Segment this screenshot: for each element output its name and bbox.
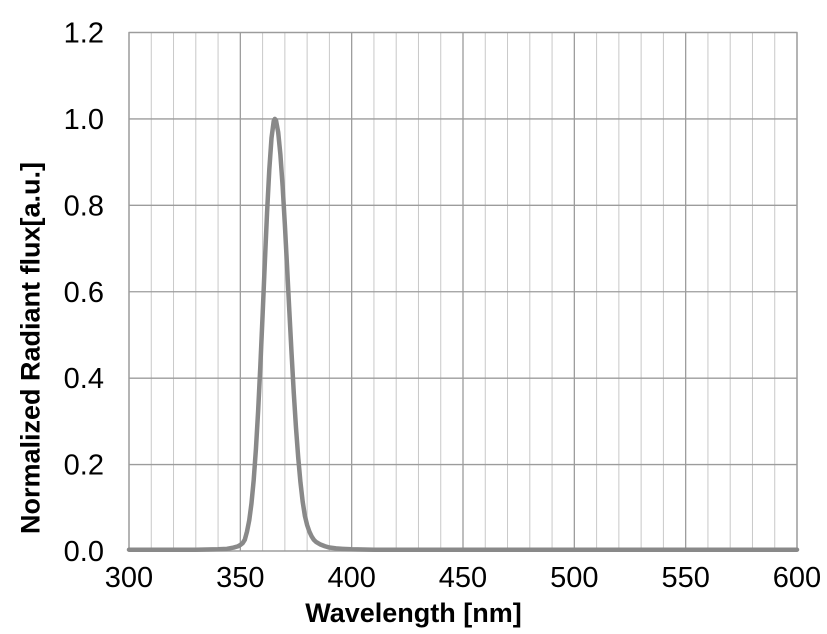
- tick-label: 1.0: [64, 104, 104, 136]
- tick-label: 0.8: [64, 190, 104, 222]
- tick-label: 400: [327, 562, 375, 594]
- tick-label: 300: [105, 562, 153, 594]
- tick-label: 500: [550, 562, 598, 594]
- tick-label: 550: [661, 562, 709, 594]
- y-tick-labels: 0.0 0.2 0.4 0.6 0.8 1.0 1.2: [64, 18, 104, 569]
- tick-label: 0.6: [64, 277, 104, 309]
- series-line: [126, 116, 800, 552]
- y-axis-title: Normalized Radiant flux[a.u.]: [15, 161, 46, 535]
- tick-label: 0.4: [64, 363, 104, 395]
- tick-label: 1.2: [64, 18, 104, 50]
- tick-label: 0.2: [64, 450, 104, 482]
- tick-label: 350: [216, 562, 264, 594]
- x-axis-title: Wavelength [nm]: [305, 598, 522, 628]
- x-tick-labels: 300 350 400 450 500 550 600: [105, 562, 821, 594]
- spectrum-curve: [126, 116, 800, 552]
- tick-label: 600: [773, 562, 821, 594]
- tick-label: 450: [439, 562, 487, 594]
- tick-label: 0.0: [64, 536, 104, 568]
